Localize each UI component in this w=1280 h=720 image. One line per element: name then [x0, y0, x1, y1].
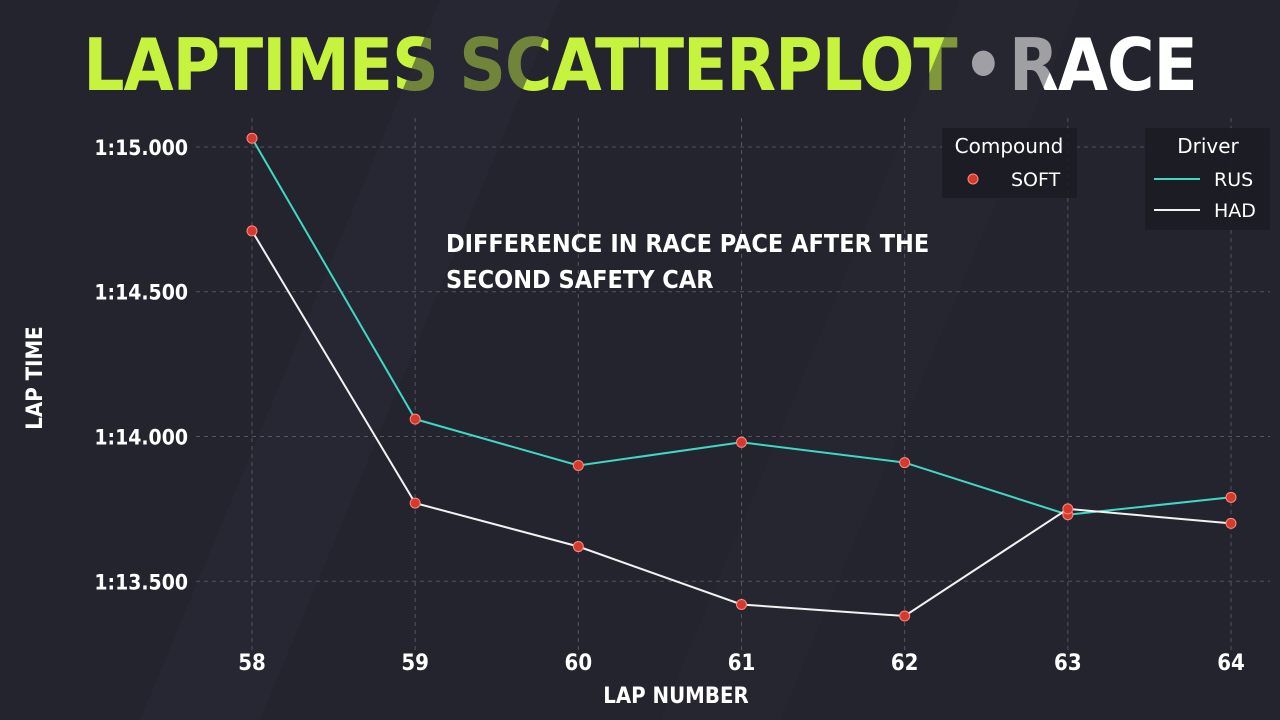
data-point-rus: [736, 436, 747, 448]
data-point-had: [736, 598, 747, 610]
data-point-rus: [1225, 491, 1237, 503]
x-tick-label: 58: [238, 651, 266, 676]
legend-soft-marker: [967, 173, 979, 185]
annotation-line-2: SECOND SAFETY CAR: [446, 265, 714, 294]
y-axis-label: LAP TIME: [23, 326, 48, 429]
legend-driver: Driver RUS HAD: [1145, 128, 1270, 230]
legend-compound-box: [942, 128, 1077, 198]
legend-rus-label: RUS: [1214, 169, 1253, 191]
series-points: [246, 132, 1237, 622]
x-tick-label: 61: [728, 651, 756, 676]
title-subtitle: RACE: [1009, 23, 1198, 107]
x-tick-label: 59: [401, 651, 429, 676]
data-point-rus: [409, 413, 421, 425]
title-separator: •: [962, 23, 1004, 107]
x-tick-labels: 58 59 60 61 62 63 64: [238, 651, 1245, 676]
legend-compound-title: Compound: [955, 134, 1064, 158]
x-tick-label: 60: [565, 651, 593, 676]
y-tick-label: 1:14.000: [94, 426, 188, 450]
data-point-rus: [246, 132, 258, 144]
y-tick-labels: 1:13.500 1:14.000 1:14.500 1:15.000: [94, 136, 188, 594]
y-tick-label: 1:13.500: [94, 570, 188, 594]
data-point-had: [1062, 503, 1074, 515]
data-point-rus: [899, 457, 911, 469]
x-tick-label: 63: [1054, 651, 1082, 676]
data-point-had: [246, 225, 258, 237]
data-point-rus: [572, 459, 584, 471]
annotation-line-1: DIFFERENCE IN RACE PACE AFTER THE: [446, 229, 929, 258]
background-band: [140, 0, 560, 720]
x-axis-label: LAP NUMBER: [603, 684, 749, 709]
background-decoration: [140, 0, 1080, 720]
legend-had-label: HAD: [1214, 200, 1256, 222]
x-tick-label: 64: [1217, 651, 1245, 676]
y-tick-label: 1:14.500: [94, 281, 188, 305]
x-tick-label: 62: [891, 651, 919, 676]
background-band: [660, 0, 1080, 720]
data-point-had: [899, 610, 911, 622]
legend-compound: Compound SOFT: [942, 128, 1077, 198]
y-tick-label: 1:15.000: [94, 136, 188, 160]
legend-soft-label: SOFT: [1011, 169, 1061, 191]
grid-lines: [196, 118, 1270, 653]
data-point-had: [572, 541, 584, 553]
data-point-had: [409, 497, 421, 509]
legend-driver-title: Driver: [1177, 134, 1239, 158]
data-point-had: [1225, 517, 1237, 529]
